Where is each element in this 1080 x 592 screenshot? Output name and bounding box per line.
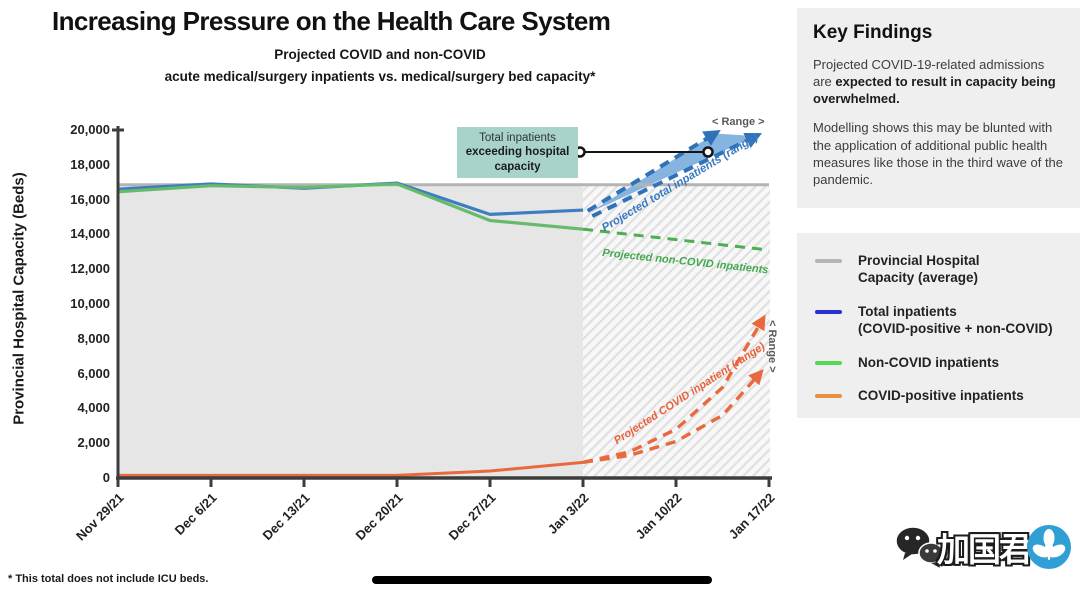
key-findings-paragraph-2: Modelling shows this may be blunted with…: [813, 120, 1064, 187]
key-findings-panel: Key Findings Projected COVID-19-related …: [797, 8, 1080, 208]
capacity-exceeded-callout: Total inpatients exceeding hospital capa…: [457, 127, 578, 178]
chart-label-range-top: < Range >: [712, 116, 765, 128]
x-tick-label: Dec 27/21: [445, 490, 499, 544]
key-findings-p1-normal: Projected COVID-19-related admissions ar…: [813, 57, 1045, 90]
legend-item: Total inpatients (COVID-positive + non-C…: [815, 304, 1066, 338]
legend-label: Provincial Hospital Capacity (average): [858, 253, 980, 285]
chart-label-proj-covid: Projected COVID inpatient (range): [612, 340, 768, 448]
legend-swatch: [815, 360, 842, 365]
y-tick-label: 14,000: [70, 226, 110, 242]
x-tick-label: Jan 3/22: [544, 490, 592, 537]
key-findings-paragraph-1: Projected COVID-19-related admissions ar…: [813, 56, 1064, 107]
key-findings-heading: Key Findings: [813, 22, 933, 43]
legend-item: COVID-positive inpatients: [815, 388, 1066, 405]
legend-label: Total inpatients (COVID-positive + non-C…: [858, 303, 1053, 336]
page-title: Increasing Pressure on the Health Care S…: [52, 6, 611, 36]
y-tick-label: 20,000: [70, 122, 110, 137]
legend-swatch: [815, 259, 842, 263]
legend-item: Non-COVID inpatients: [815, 355, 1066, 372]
x-tick-label: Jan 17/22: [725, 490, 778, 543]
y-tick-label: 16,000: [70, 191, 110, 207]
chart-label-proj-total: Projected total inpatients (range): [600, 131, 761, 235]
y-tick-label: 0: [102, 470, 110, 485]
wechat-icon: [895, 526, 944, 568]
subtitle-line1: Projected COVID and non-COVID: [274, 47, 486, 62]
footnote: * This total does not include ICU beds.: [8, 573, 209, 585]
x-tick-label: Jan 10/22: [632, 490, 685, 543]
chart-subtitle: Projected COVID and non-COVID acute medi…: [0, 44, 760, 89]
watermark-text: 加国君: [937, 531, 1032, 568]
x-tick-label: Dec 20/21: [352, 490, 406, 544]
subtitle-line2: acute medical/surgery inpatients vs. med…: [164, 69, 596, 85]
y-tick-label: 12,000: [70, 261, 110, 277]
y-tick-label: 10,000: [70, 296, 110, 311]
y-tick-label: 18,000: [70, 156, 110, 172]
callout-line3: capacity: [494, 160, 541, 173]
legend-label: COVID-positive inpatients: [858, 388, 1024, 404]
chart-label-proj-noncovid: Projected non-COVID inpatients: [601, 247, 769, 277]
x-tick-label: Dec 6/21: [171, 490, 220, 538]
callout-line2: exceeding hospital: [465, 146, 570, 159]
y-tick-label: 8,000: [77, 330, 110, 346]
legend-swatch: [815, 309, 842, 314]
y-tick-label: 6,000: [77, 365, 110, 381]
watermark: 加国君: [893, 520, 1078, 574]
bottom-bar: [372, 576, 712, 584]
legend-swatch: [815, 394, 842, 399]
legend-panel: Provincial Hospital Capacity (average) To…: [797, 233, 1080, 418]
x-tick-label: Nov 29/21: [73, 490, 127, 544]
legend-item: Provincial Hospital Capacity (average): [815, 253, 1066, 287]
legend-label: Non-COVID inpatients: [858, 354, 999, 370]
key-findings-p1-bold: expected to result in capacity being ove…: [813, 74, 1056, 107]
y-tick-label: 4,000: [77, 400, 110, 416]
y-tick-label: 2,000: [77, 435, 110, 451]
x-tick-label: Dec 13/21: [259, 490, 313, 544]
callout-line1: Total inpatients: [479, 131, 556, 144]
chart-label-range-right: < Range >: [766, 320, 778, 373]
ontario-trillium-logo: [1027, 525, 1071, 569]
